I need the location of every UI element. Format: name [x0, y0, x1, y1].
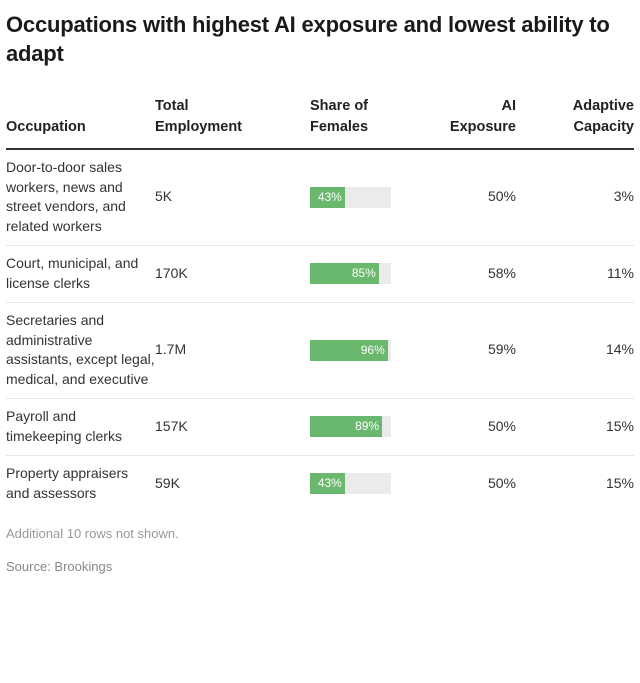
ai-exposure-cell: 50%	[440, 398, 516, 456]
adaptive-capacity-cell: 14%	[516, 302, 634, 399]
column-header-line: Capacity	[573, 119, 634, 135]
female-share-bar-track: 43%	[310, 186, 391, 208]
female-share-label: 85%	[351, 266, 376, 280]
employment-cell: 59K	[155, 474, 180, 491]
female-share-cell: 85%	[310, 245, 440, 303]
adaptive-capacity-cell: 11%	[516, 245, 634, 303]
ai-exposure-cell: 58%	[440, 245, 516, 303]
column-header-adaptive-capacity: Adaptive Capacity	[516, 96, 634, 150]
female-share-bar-track: 89%	[310, 416, 391, 437]
chart-container: Occupations with highest AI exposure and…	[6, 12, 634, 574]
column-header-line: Females	[310, 119, 369, 135]
column-header-line: Exposure	[449, 119, 516, 135]
data-table: Occupation Total Employment Share of Females…	[6, 96, 634, 512]
source-note: Source: Brookings	[6, 559, 113, 574]
ai-exposure-cell: 50%	[487, 474, 516, 491]
table-row: Door-to-door sales workers, news and str…	[6, 149, 634, 246]
column-header-line: AI	[501, 98, 517, 114]
column-header-line: Adaptive	[572, 98, 634, 114]
occupation-cell: Door-to-door sales workers, news and str…	[6, 149, 155, 246]
employment-cell: 157K	[155, 398, 310, 456]
female-share-label: 96%	[360, 342, 385, 357]
female-share-cell: 89%	[310, 398, 440, 456]
column-header-share-of-females: Share of Females	[310, 96, 440, 150]
occupation-cell: Court, municipal, and license clerks	[6, 245, 155, 303]
footnote: Additional 10 rows not shown.	[6, 526, 179, 541]
chart-title: Occupations with highest AI exposure and…	[6, 12, 610, 66]
occupation-cell: Secretaries and administrative assistant…	[6, 302, 155, 399]
female-share-bar-track: 96%	[310, 339, 391, 361]
female-share-bar	[310, 186, 345, 208]
female-share-cell: 96%	[310, 302, 440, 399]
column-header-ai-exposure: AI Exposure	[440, 96, 517, 150]
female-share-label: 43%	[317, 189, 342, 204]
female-share-label: 89%	[355, 419, 380, 433]
female-share-bar	[310, 339, 388, 361]
column-header-occupation: Occupation	[6, 96, 155, 150]
female-share-bar	[310, 473, 345, 494]
female-share-bar	[310, 416, 383, 437]
table-row: Payroll and timekeeping clerks 157K 89% 50%…	[6, 398, 634, 456]
ai-exposure-cell: 50%	[440, 149, 516, 246]
occupation-cell: Payroll and timekeeping clerks	[6, 398, 155, 456]
female-share-bar-track: 85%	[310, 263, 391, 284]
table-row: Court, municipal, and license clerks 170K…	[6, 245, 634, 303]
adaptive-capacity-cell: 15%	[516, 398, 634, 456]
female-share-cell: 43%	[310, 456, 440, 513]
female-share-bar-track: 43%	[310, 473, 391, 494]
ai-exposure-cell: 59%	[440, 302, 516, 399]
employment-cell: 1.7M	[155, 302, 310, 399]
column-header-total-employment: Total Employment	[155, 96, 310, 150]
female-share-cell: 43%	[310, 149, 440, 246]
column-header-line: Employment	[155, 119, 243, 135]
table-header: Occupation Total Employment Share of Females…	[6, 96, 634, 150]
column-header-line: Occupation	[6, 119, 86, 135]
occupation-cell: Property appraisers and assessors	[6, 465, 129, 501]
column-header-line: Total	[155, 98, 189, 114]
table-row: Secretaries and administrative assistant…	[6, 302, 634, 399]
female-share-bar	[310, 263, 379, 284]
column-header-line: Share of	[310, 98, 369, 114]
adaptive-capacity-cell: 3%	[516, 149, 634, 246]
adaptive-capacity-cell: 15%	[605, 474, 634, 491]
female-share-label: 43%	[317, 476, 342, 490]
table-row: Property appraisers and assessors 59K 43% 5…	[6, 456, 634, 513]
employment-cell: 170K	[155, 245, 310, 303]
employment-cell: 5K	[155, 149, 310, 246]
